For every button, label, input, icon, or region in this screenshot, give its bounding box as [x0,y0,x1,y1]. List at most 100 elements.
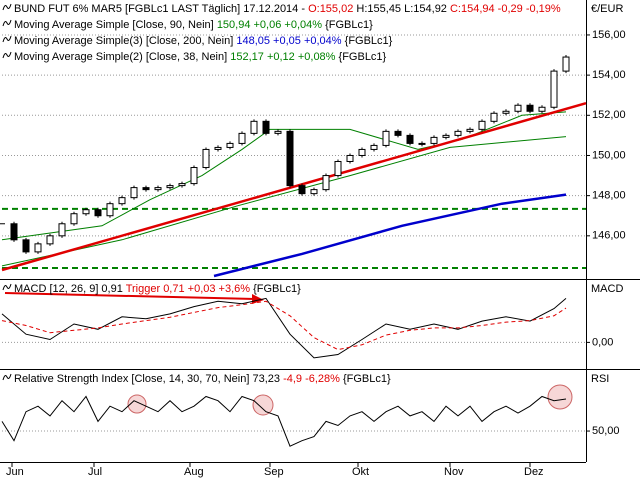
legend-text: BUND FUT 6% MAR5 [FGBLc1 LAST Täglich] 1… [14,3,561,15]
candle [262,120,270,134]
candle [202,148,210,169]
legend-part: C:154,94 -0,29 -0,19% [450,3,561,15]
y-tick-label: 152,00 [592,109,626,121]
indicator-line [1,300,567,351]
x-tick-label: Jun [6,466,24,478]
legend-part: Relative Strength Index [Close, 14, 30, … [14,373,283,385]
candle [238,132,246,144]
y-tick-label: 146,00 [592,230,626,242]
legend-part: BUND FUT 6% MAR5 [FGBLc1 LAST Täglich] 1… [14,3,308,15]
candle [466,128,474,132]
candle [478,120,486,130]
candle [442,134,450,138]
candle [178,183,186,187]
candle [214,146,222,150]
candle [550,70,558,108]
candle [370,144,378,150]
legend-value: 152,17 +0,12 +0,08% [230,51,335,63]
candle [154,187,162,191]
candle [46,235,54,245]
candle [418,142,426,145]
legend-name: Moving Average Simple(2) [Close, 38, Nei… [14,51,227,63]
x-tick-label: Jul [88,466,102,478]
legend-part: {FGBLc1} [253,283,301,295]
legend-part: H:155,45 L:154,92 [356,3,450,15]
moving-average-line [1,111,567,241]
candle [334,160,342,177]
y-tick-label: 50,00 [592,425,620,437]
legend-part: -4,9 -6,28% [283,373,343,385]
legend-part: MACD [12, 26, 9] 0,91 [14,283,126,295]
candle [94,209,102,217]
x-tick-label: Nov [444,466,464,478]
legend-icon [2,283,12,291]
y-tick-label: 154,00 [592,69,626,81]
panel-title: RSI [591,373,609,385]
frame [0,0,640,463]
legend-source: {FGBLc1} [345,35,393,47]
legend-icon [2,35,12,43]
x-tick-label: Dez [524,466,544,478]
legend-text: Relative Strength Index [Close, 14, 30, … [14,373,391,385]
legend-text: Moving Average Simple [Close, 90, Nein] … [14,19,373,31]
y-tick-label: 0,00 [592,336,613,348]
candle [226,142,234,148]
candle [502,110,510,114]
candle [118,197,126,205]
candle [538,106,546,112]
candle [394,130,402,136]
candle [166,185,174,189]
candle [358,148,366,156]
x-tick-label: Sep [264,466,284,478]
x-tick-label: Okt [352,466,369,478]
arrow-line [4,292,256,300]
candle [22,239,30,253]
legend-text: Moving Average Simple(2) [Close, 38, Nei… [14,51,387,63]
rsi-highlights [127,384,573,416]
candle [274,130,282,134]
macd-arrow [4,292,264,304]
indicator-line [1,297,567,359]
candle [322,175,330,191]
candle [250,120,258,134]
candle [526,104,534,112]
legend-value: 148,05 +0,05 +0,04% [236,35,341,47]
candle [298,185,306,195]
candle [514,104,522,112]
candle [286,130,294,187]
candle [190,167,198,185]
indicator-line [1,395,567,447]
legend-name: Moving Average Simple(3) [Close, 200, Ne… [14,35,233,47]
highlight-circle [547,384,573,410]
moving-average-line [1,136,567,267]
candle [142,187,150,191]
legend-part: {FGBLc1} [343,373,391,385]
legend-source: {FGBLc1} [339,51,387,63]
arrow-head [252,294,264,304]
panel-title: MACD [591,283,623,295]
legend-part: Trigger 0,71 +0,03 +3,6% [126,283,253,295]
candle [490,112,498,122]
candle [70,213,78,225]
candle [82,209,90,215]
legend-icon [2,51,12,59]
legend-icon [2,373,12,381]
candle [346,154,354,162]
candle [406,134,414,144]
candle [430,136,438,144]
legend-part: O:155,02 [308,3,356,15]
legend-source: {FGBLc1} [325,19,373,31]
legend-value: 150,94 +0,06 +0,04% [217,19,322,31]
legend-icon [2,19,12,27]
candle [130,187,138,199]
candle [562,56,570,72]
x-tick-label: Aug [184,466,204,478]
candle [310,189,318,195]
y-tick-label: 150,00 [592,149,626,161]
legend-text: Moving Average Simple(3) [Close, 200, Ne… [14,35,393,47]
trend-line [1,101,587,272]
candle [58,223,66,237]
highlight-circle [252,394,274,416]
